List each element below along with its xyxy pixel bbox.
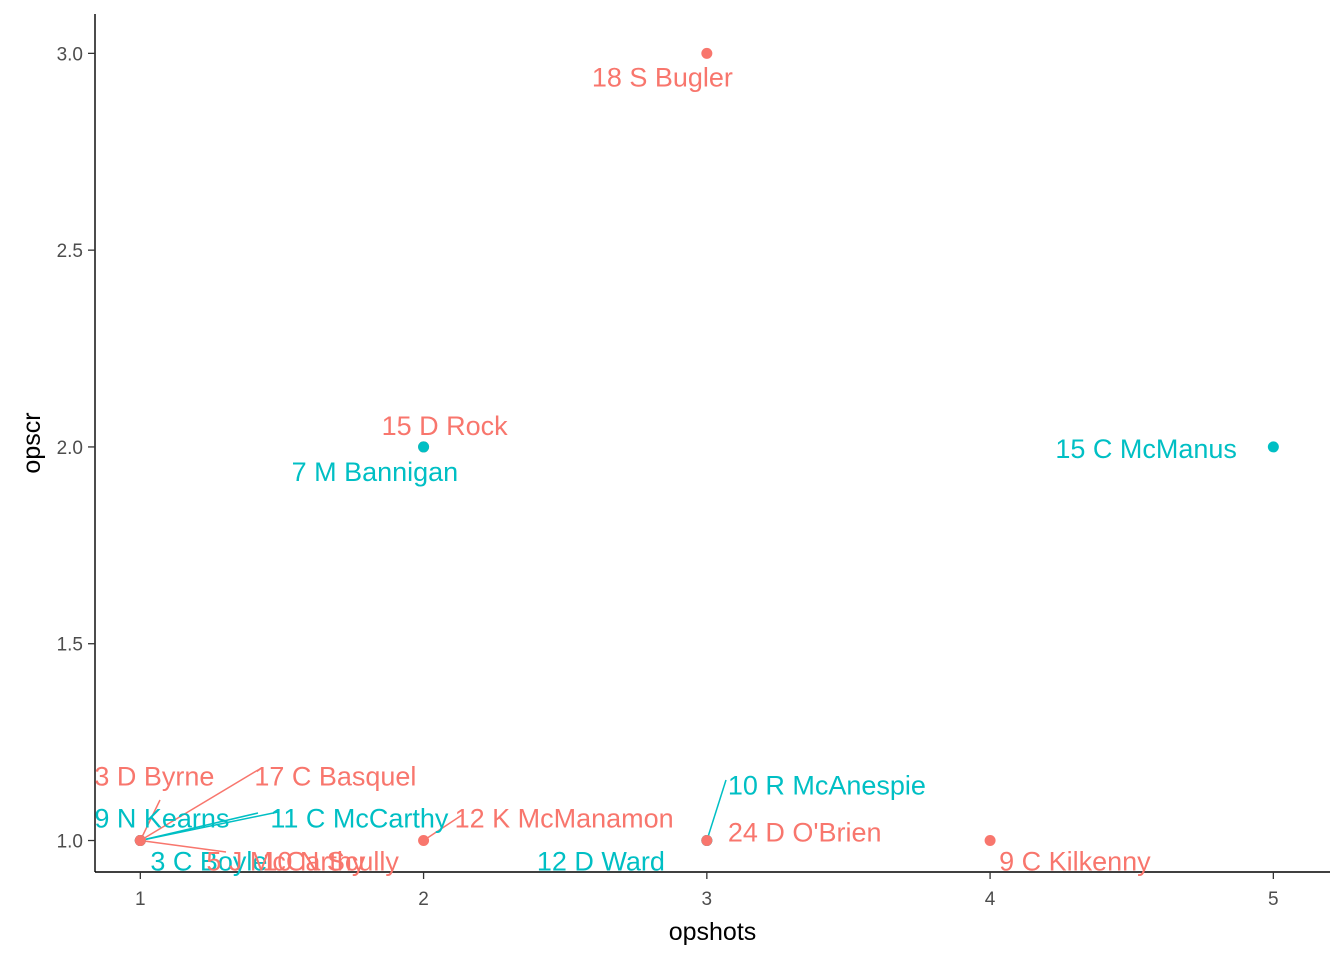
- label-connector: [139, 769, 259, 842]
- point-label: 12 D Ward: [537, 847, 665, 877]
- point-label: 9 N Kearns: [94, 804, 229, 834]
- y-tick-label: 1.5: [57, 635, 83, 656]
- point-label: 10 R McAnespie: [728, 771, 926, 801]
- point-labels: 18 S Bugler 15 D Rock 7 M Bannigan 15 C McM…: [94, 62, 1237, 876]
- x-tick-label: 3: [702, 889, 713, 910]
- y-tick-label: 3.0: [57, 44, 83, 65]
- y-tick-label: 2.5: [57, 241, 83, 262]
- data-point: [1267, 441, 1279, 453]
- axes: 1 2 3 4 5 1.0 1.5 2.0 2.5 3.0: [57, 14, 1330, 910]
- label-connector: [423, 814, 463, 842]
- point-label: 11 C McCarthy: [270, 804, 449, 834]
- y-tick-label: 1.0: [57, 832, 83, 853]
- data-point: [701, 835, 713, 847]
- data-point: [418, 441, 430, 453]
- x-tick-label: 1: [135, 889, 146, 910]
- point-label: 9 C Kilkenny: [999, 847, 1151, 877]
- label-connector-lines: [139, 769, 727, 853]
- point-label: 3 C Boyle: [150, 847, 267, 877]
- data-point: [984, 835, 996, 847]
- y-tick-label: 2.0: [57, 438, 83, 459]
- x-tick-label: 5: [1268, 889, 1279, 910]
- point-label: 3 D Byrne: [94, 762, 214, 792]
- y-axis-title: opscr: [18, 412, 46, 473]
- x-tick-label: 4: [985, 889, 996, 910]
- x-axis-title: opshots: [669, 918, 757, 946]
- label-connector: [706, 779, 727, 841]
- point-label: 7 M Bannigan: [292, 457, 459, 487]
- point-label: 5 J McCarthy: [206, 847, 366, 877]
- data-point: [134, 835, 146, 847]
- data-point: [701, 47, 713, 59]
- label-connector: [140, 839, 227, 853]
- point-label: 24 D O'Brien: [728, 818, 882, 848]
- data-point: [418, 835, 430, 847]
- point-label: 12 K McManamon: [455, 804, 674, 834]
- point-label: 15 C McManus: [1055, 434, 1237, 464]
- point-label: 10 N Scully: [262, 847, 399, 877]
- x-tick-label: 2: [418, 889, 429, 910]
- point-label: 15 D Rock: [382, 411, 509, 441]
- label-connector: [139, 799, 161, 841]
- point-label: 18 S Bugler: [592, 62, 733, 92]
- point-label: 17 C Basquel: [254, 762, 416, 792]
- label-connector: [140, 811, 279, 842]
- data-points: [134, 47, 1279, 847]
